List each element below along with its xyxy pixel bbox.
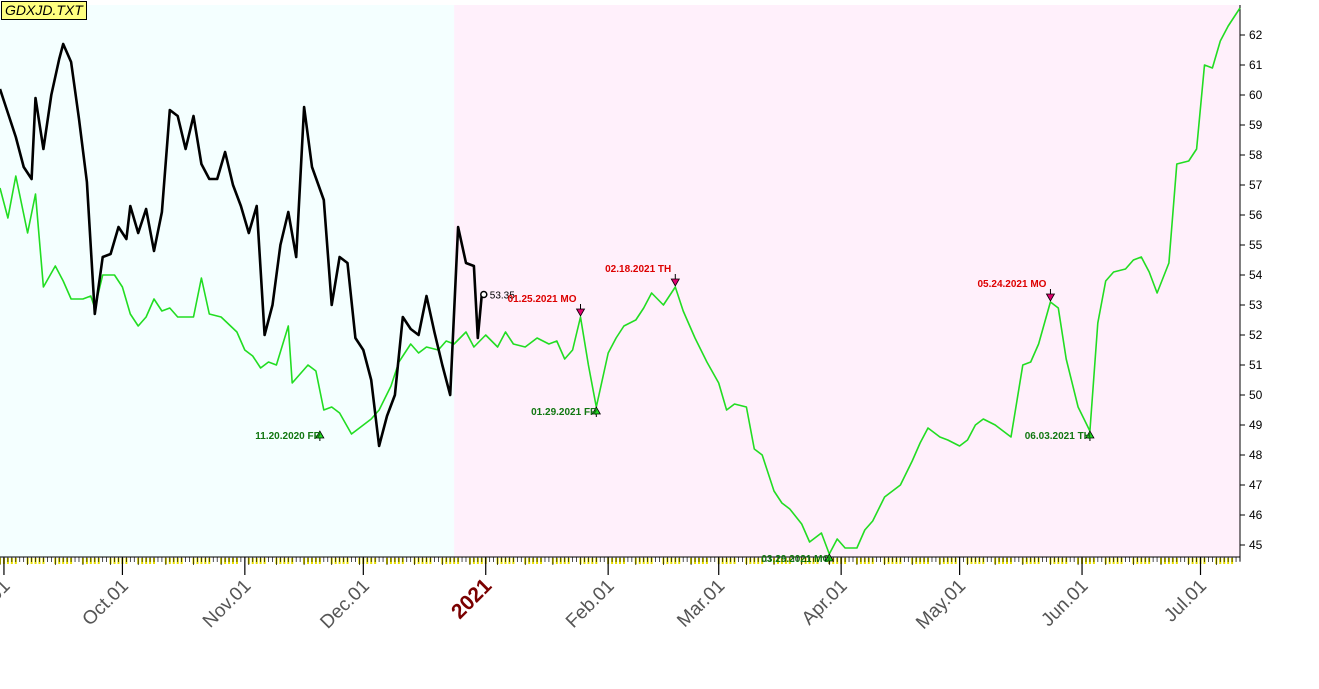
high-marker-arrow [575,308,586,317]
series-lines: 53.35 [0,7,1241,555]
x-day-marker [0,558,1,564]
x-tick-label: Apr.01 [798,576,852,630]
shade-projection [454,5,1240,557]
high-label: 02.18.2021 TH [605,264,671,275]
y-tick-label: 55 [1249,238,1263,252]
y-tick-label: 50 [1249,388,1263,402]
series-line-green [0,7,1241,555]
y-tick-label: 56 [1249,208,1263,222]
x-tick-label: Jul.01 [1160,576,1211,627]
series-line-black [0,42,484,448]
y-tick-label: 53 [1249,298,1263,312]
annotations: 11.20.2020 FR 01.25.2021 MO 01.29.2021 FR 0… [255,264,1095,565]
high-marker-arrow [670,278,680,287]
y-tick-label: 52 [1249,328,1263,342]
y-tick-label: 47 [1249,478,1263,492]
last-value-label: 53.35 [490,291,515,302]
y-tick-label: 54 [1249,268,1263,282]
x-tick-label: 2021 [447,574,497,624]
x-tick-label: .01 [0,576,14,610]
y-tick-label: 57 [1249,178,1263,192]
high-label: 05.24.2021 MO [978,279,1047,290]
x-tick-label: Nov.01 [199,576,255,632]
x-tick-label: Feb.01 [562,576,619,633]
file-title: GDXJD.TXT [1,1,87,20]
low-label: 11.20.2020 FR [255,431,321,442]
last-point-marker [480,290,488,299]
y-tick-label: 59 [1249,118,1263,132]
x-tick-label: Jun.01 [1037,576,1092,631]
y-tick-label: 45 [1249,538,1263,552]
low-label: 03.29.2021 MO [761,554,830,565]
low-label: 06.03.2021 TH [1025,431,1091,442]
low-label: 01.29.2021 FR [531,407,598,418]
x-tick-label: Dec.01 [316,576,373,633]
shade-history [0,5,455,557]
high-label: 01.25.2021 MO [508,294,577,305]
y-tick-label: 62 [1249,28,1263,42]
y-tick-label: 46 [1249,508,1263,522]
y-tick-label: 60 [1249,88,1263,102]
x-tick-label: Mar.01 [673,576,729,632]
y-tick-label: 48 [1249,448,1263,462]
x-tick-label: May.01 [912,576,970,634]
y-tick-label: 51 [1249,358,1263,372]
y-tick-label: 49 [1249,418,1263,432]
high-marker-arrow [1045,293,1056,302]
y-tick-label: 61 [1249,58,1263,72]
y-tick-label: 58 [1249,148,1263,162]
x-tick-label: Oct.01 [79,576,133,630]
